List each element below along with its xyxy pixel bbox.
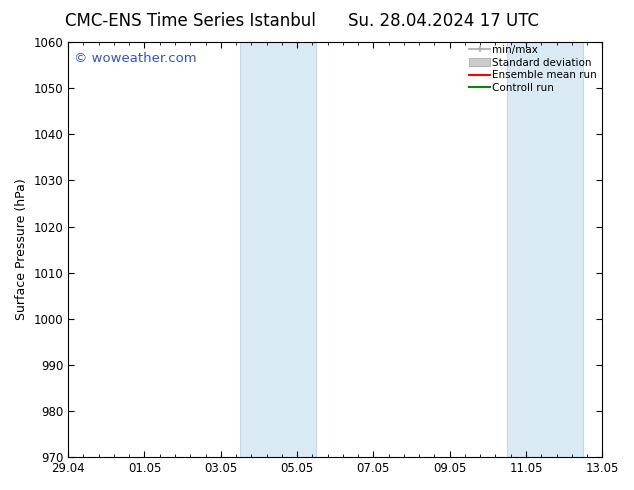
Text: Su. 28.04.2024 17 UTC: Su. 28.04.2024 17 UTC: [348, 12, 540, 30]
Legend: min/max, Standard deviation, Ensemble mean run, Controll run: min/max, Standard deviation, Ensemble me…: [469, 45, 599, 93]
Bar: [240, 42, 316, 457]
Text: © woweather.com: © woweather.com: [74, 52, 196, 66]
Text: CMC-ENS Time Series Istanbul: CMC-ENS Time Series Istanbul: [65, 12, 316, 30]
Bar: [507, 42, 583, 457]
Y-axis label: Surface Pressure (hPa): Surface Pressure (hPa): [15, 179, 28, 320]
